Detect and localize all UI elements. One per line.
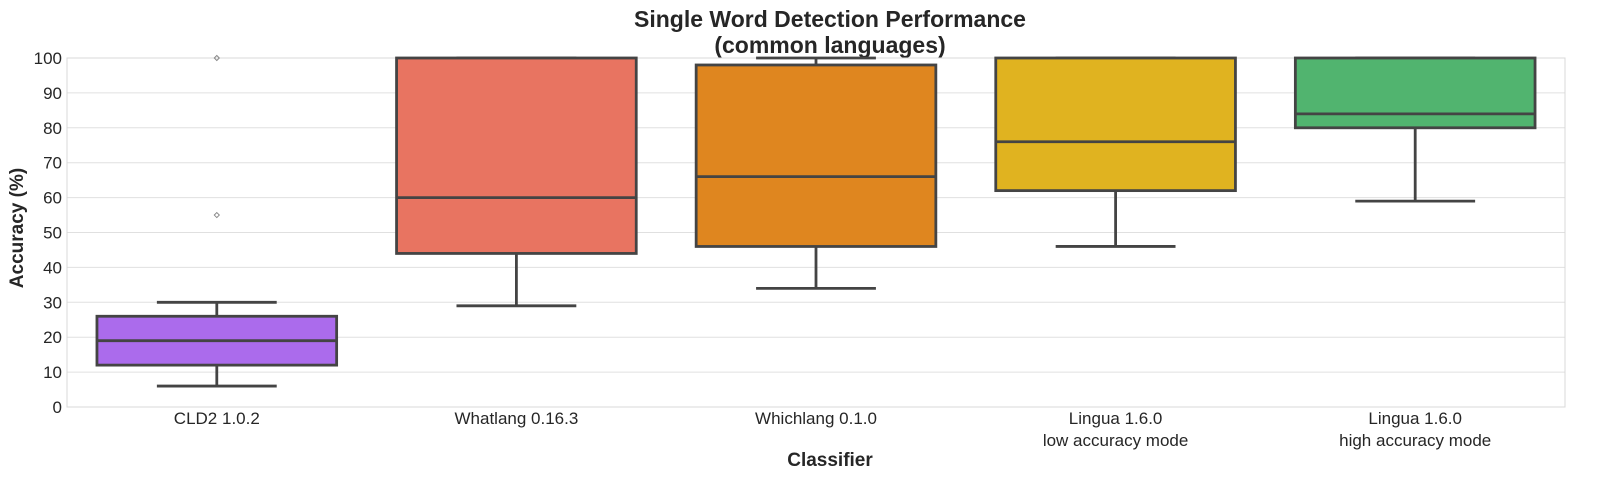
y-tick-labels: 0 10 20 30 40 50 60 70 80 90 100 xyxy=(34,49,62,417)
box-iqr xyxy=(395,56,638,255)
x-tick-label: Lingua 1.6.0 xyxy=(1069,409,1163,428)
outlier-point xyxy=(213,211,221,219)
boxes xyxy=(95,54,1537,388)
box-iqr xyxy=(694,63,938,248)
y-tick-label: 100 xyxy=(34,49,62,68)
chart-title-line-2: (common languages) xyxy=(714,32,945,58)
x-tick-label: high accuracy mode xyxy=(1339,431,1491,450)
outlier-point xyxy=(213,54,221,62)
y-tick-label: 50 xyxy=(43,224,62,243)
y-axis-label: Accuracy (%) xyxy=(7,168,28,288)
y-tick-label: 40 xyxy=(43,258,62,277)
x-axis-label: Classifier xyxy=(787,450,873,471)
y-tick-label: 90 xyxy=(43,84,62,103)
box-group xyxy=(95,54,339,388)
y-tick-label: 70 xyxy=(43,154,62,173)
box-iqr xyxy=(994,56,1237,193)
x-tick-label: CLD2 1.0.2 xyxy=(174,409,260,428)
chart-title: Single Word Detection Performance (commo… xyxy=(634,6,1026,58)
box-group xyxy=(994,56,1237,248)
box-group xyxy=(395,56,638,308)
y-tick-label: 80 xyxy=(43,119,62,138)
x-tick-label: low accuracy mode xyxy=(1043,431,1189,450)
box-group xyxy=(694,56,938,290)
y-tick-label: 0 xyxy=(53,398,62,417)
y-tick-label: 60 xyxy=(43,189,62,208)
y-tick-label: 30 xyxy=(43,293,62,312)
chart-title-line-1: Single Word Detection Performance xyxy=(634,6,1026,32)
x-tick-labels: CLD2 1.0.2 Whatlang 0.16.3 Whichlang 0.1.0… xyxy=(174,409,1491,450)
box-group xyxy=(1293,56,1537,203)
y-tick-label: 20 xyxy=(43,328,62,347)
x-tick-label: Lingua 1.6.0 xyxy=(1368,409,1462,428)
box-iqr xyxy=(1293,56,1537,130)
y-tick-label: 10 xyxy=(43,363,62,382)
x-tick-label: Whatlang 0.16.3 xyxy=(454,409,578,428)
x-tick-label: Whichlang 0.1.0 xyxy=(755,409,877,428)
